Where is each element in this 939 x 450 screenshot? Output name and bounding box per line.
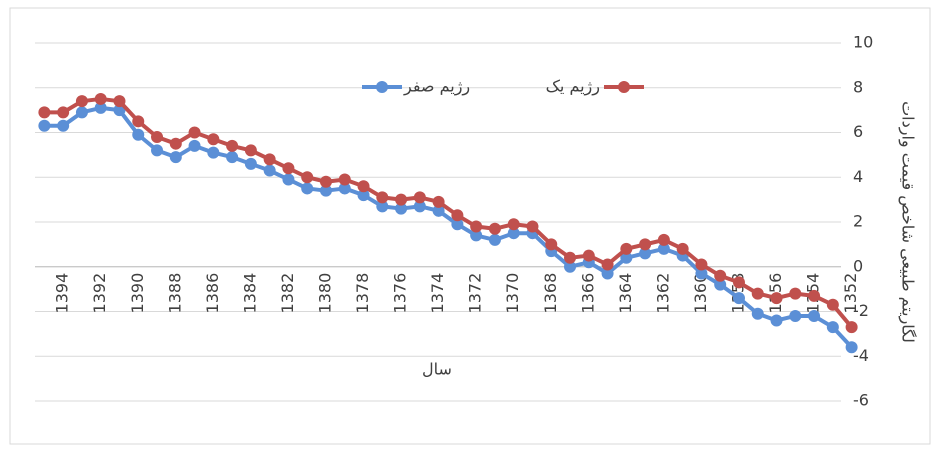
data-point: [789, 310, 801, 322]
data-point: [583, 250, 595, 262]
x-tick-label: 1386: [203, 273, 222, 314]
data-point: [771, 292, 783, 304]
data-point: [170, 151, 182, 163]
data-point: [620, 243, 632, 255]
data-point: [602, 259, 614, 271]
x-tick-label: 1366: [578, 273, 597, 314]
data-point: [264, 165, 276, 177]
data-point: [151, 144, 163, 156]
data-point: [658, 234, 670, 246]
data-point: [827, 299, 839, 311]
data-point: [526, 220, 538, 232]
data-point: [339, 173, 351, 185]
data-point: [113, 95, 125, 107]
data-point: [170, 138, 182, 150]
data-point: [677, 243, 689, 255]
data-point: [639, 238, 651, 250]
data-point: [846, 321, 858, 333]
data-point: [433, 196, 445, 208]
data-point: [451, 209, 463, 221]
data-point: [57, 106, 69, 118]
chart: سال لگاریتم طبیعی شاخص قیمت واردات -6-4-…: [0, 0, 939, 450]
data-point: [76, 106, 88, 118]
data-point: [245, 144, 257, 156]
x-tick-label: 1378: [353, 273, 372, 314]
x-tick-label: 1364: [616, 273, 635, 314]
data-point: [264, 153, 276, 165]
data-point: [132, 115, 144, 127]
data-point: [733, 276, 745, 288]
y-tick-label: 2: [853, 212, 863, 231]
data-point: [789, 288, 801, 300]
data-point: [282, 173, 294, 185]
data-point: [489, 223, 501, 235]
x-tick-label: 1392: [90, 273, 109, 314]
x-tick-label: 1380: [315, 273, 334, 314]
data-point: [95, 93, 107, 105]
legend-label: رژیم صفر: [403, 77, 470, 97]
data-point: [207, 147, 219, 159]
data-point: [301, 182, 313, 194]
data-point: [752, 288, 764, 300]
x-tick-label: 1384: [240, 273, 259, 314]
data-point: [132, 129, 144, 141]
data-point: [470, 220, 482, 232]
data-point: [38, 120, 50, 132]
x-tick-label: 1382: [278, 273, 297, 314]
data-point: [245, 158, 257, 170]
x-tick-label: 1370: [503, 273, 522, 314]
data-point: [151, 131, 163, 143]
legend-marker: [376, 81, 388, 93]
data-point: [508, 218, 520, 230]
data-point: [489, 234, 501, 246]
x-tick-label: 1362: [653, 273, 672, 314]
y-tick-label: 10: [853, 33, 873, 52]
data-point: [376, 191, 388, 203]
data-point: [189, 127, 201, 139]
data-point: [76, 95, 88, 107]
data-point: [301, 171, 313, 183]
data-point: [189, 140, 201, 152]
legend-marker: [618, 81, 630, 93]
y-axis-title: لگاریتم طبیعی شاخص قیمت واردات: [898, 101, 918, 343]
x-tick-label: 1390: [128, 273, 147, 314]
data-point: [282, 162, 294, 174]
y-tick-label: 8: [853, 77, 863, 96]
data-point: [808, 290, 820, 302]
y-tick-label: 6: [853, 122, 863, 141]
data-point: [38, 106, 50, 118]
data-point: [414, 191, 426, 203]
x-tick-label: 1394: [53, 273, 72, 314]
data-point: [57, 120, 69, 132]
data-point: [320, 176, 332, 188]
data-point: [545, 238, 557, 250]
x-tick-label: 1374: [428, 273, 447, 314]
x-tick-label: 1368: [541, 273, 560, 314]
y-tick-label: 0: [853, 256, 863, 275]
data-point: [714, 270, 726, 282]
data-point: [808, 310, 820, 322]
data-point: [771, 314, 783, 326]
data-point: [207, 133, 219, 145]
data-point: [695, 259, 707, 271]
legend-label: رژیم یک: [546, 77, 600, 97]
data-point: [733, 292, 745, 304]
x-axis-title: سال: [422, 360, 452, 379]
x-tick-label: 1352: [841, 273, 860, 314]
x-tick-label: 1388: [165, 273, 184, 314]
y-tick-label: -6: [853, 391, 869, 410]
data-point: [226, 151, 238, 163]
data-point: [846, 341, 858, 353]
chart-frame: [10, 8, 930, 444]
x-tick-label: 1376: [391, 273, 410, 314]
data-point: [226, 140, 238, 152]
data-point: [827, 321, 839, 333]
y-tick-label: 4: [853, 167, 863, 186]
data-point: [564, 252, 576, 264]
x-tick-label: 1372: [466, 273, 485, 314]
data-point: [358, 180, 370, 192]
data-point: [395, 194, 407, 206]
data-point: [752, 308, 764, 320]
